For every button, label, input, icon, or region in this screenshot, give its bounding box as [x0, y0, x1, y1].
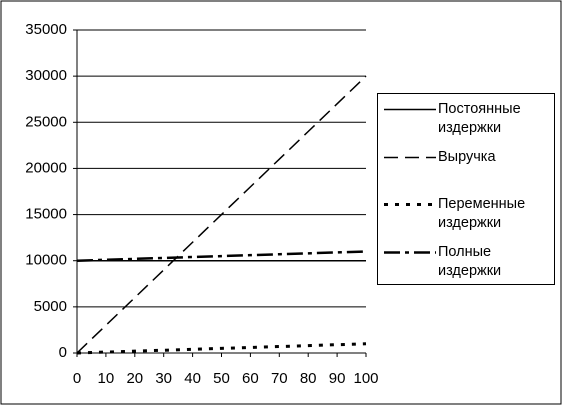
legend-swatch: [384, 156, 436, 159]
legend-label: Выручка: [438, 149, 496, 165]
x-tick-label: 10: [98, 370, 115, 387]
y-tick-label: 15000: [25, 206, 67, 223]
y-tick-label: 25000: [25, 113, 67, 130]
y-tick-label: 20000: [25, 159, 67, 176]
x-tick-label: 30: [155, 370, 172, 387]
legend-label: Постоянные издержки: [438, 101, 521, 136]
x-tick-label: 50: [213, 370, 230, 387]
x-tick-label: 20: [126, 370, 143, 387]
legend-label: Переменные издержки: [438, 196, 526, 231]
series-line: [76, 342, 367, 355]
x-tick-label: 100: [353, 370, 378, 387]
legend-label: Полные издержки: [438, 244, 502, 279]
series-line: [76, 250, 367, 262]
x-tick-label: 60: [242, 370, 259, 387]
series-line: [76, 75, 367, 354]
y-tick-label: 35000: [25, 21, 67, 38]
legend-swatch: [384, 203, 436, 206]
y-tick-label: 5000: [34, 298, 67, 315]
x-tick-label: 80: [300, 370, 317, 387]
legend-item: Полные издержки: [382, 243, 548, 281]
legend-item: Постоянные издержки: [382, 100, 548, 138]
legend: Постоянные издержки Выручка Переменные изд…: [377, 93, 555, 285]
legend-swatch: [384, 251, 436, 254]
y-tick-label: 10000: [25, 252, 67, 269]
x-tick-label: 70: [271, 370, 288, 387]
x-tick-label: 0: [73, 370, 81, 387]
legend-item: Выручка: [382, 148, 548, 167]
legend-swatch: [384, 108, 436, 111]
y-tick-label: 0: [59, 344, 67, 361]
y-tick-label: 30000: [25, 67, 67, 84]
legend-item: Переменные издержки: [382, 195, 548, 233]
x-tick-label: 40: [184, 370, 201, 387]
x-tick-label: 90: [329, 370, 346, 387]
